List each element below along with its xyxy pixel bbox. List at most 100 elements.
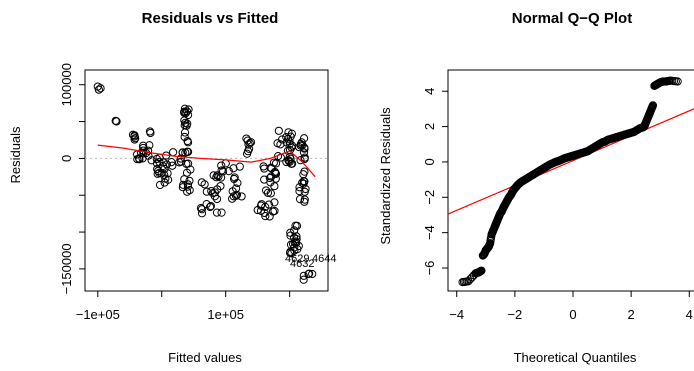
y-tick-label: 2 [422,123,437,130]
plot-frame [84,69,329,292]
y-tick-label: 0 [59,155,74,162]
y-axis-label: Residuals [8,126,23,184]
data-point [135,155,144,164]
data-point [299,271,308,280]
y-tick-label: −150000 [59,243,74,294]
x-tick-label: 1e+05 [207,307,244,322]
x-axis-label: Theoretical Quantiles [514,350,637,365]
data-point [130,135,139,144]
data-point [298,178,307,187]
data-point [299,148,309,157]
y-tick-label: 100000 [59,63,74,106]
axes: −4 −2 0 2 4 −6 −4 −2 0 2 4 [422,88,693,322]
data-point [178,183,187,192]
data-point [270,198,279,207]
data-point [261,212,270,221]
data-point [224,167,233,176]
data-point [196,204,206,213]
data-point [168,161,177,170]
data-point [221,159,230,168]
chart-title: Residuals vs Fitted [142,10,279,27]
data-point [181,118,190,127]
data-point [256,206,266,215]
data-point [180,128,190,137]
data-point [231,191,241,200]
data-point [292,221,302,230]
data-point [155,180,165,190]
data-point [299,134,309,143]
data-point [245,139,254,148]
data-point [217,208,226,217]
data-point [295,187,304,196]
qq-point [477,266,486,275]
data-point [300,167,309,176]
data-point [145,127,155,136]
data-point [185,185,194,195]
data-point [183,138,193,147]
data-point [128,130,138,139]
data-point [264,200,274,209]
data-point [305,269,314,278]
data-point [96,84,105,93]
data-point [291,237,300,246]
data-point [112,117,121,126]
data-point [292,232,301,241]
data-layer [85,82,328,284]
x-tick-label: 0 [569,307,576,322]
data-point [271,174,280,183]
data-point [287,129,296,138]
data-point [139,149,148,158]
data-point [300,187,309,196]
data-point [276,140,285,149]
y-tick-label: −4 [422,225,437,240]
data-point [197,178,206,187]
x-tick-label: 2 [628,307,635,322]
data-point [139,141,148,150]
x-tick-label: −4 [449,307,464,322]
data-point [183,187,192,196]
data-point [299,275,308,284]
data-point [178,148,187,157]
data-point [243,147,253,156]
data-point [197,205,207,214]
data-point [299,176,308,186]
data-point [158,161,168,171]
y-tick-label: −6 [422,261,437,276]
panel-residuals-vs-fitted: Residuals vs Fitted Fitted values Residu… [8,10,336,365]
data-point [290,238,299,247]
data-point [296,156,305,165]
data-point [217,161,226,170]
data-point [133,155,142,164]
data-point [180,104,190,113]
data-point [300,154,309,164]
qq-point [673,77,682,86]
data-point [212,194,222,204]
point-label: 4632 [290,258,314,270]
data-point [160,178,169,187]
data-point [270,206,279,216]
data-point [202,199,211,209]
point-label: 4644 [312,253,336,265]
data-point [285,137,294,146]
data-point [295,183,304,192]
data-point [300,197,309,206]
data-point [288,159,297,168]
data-point [181,148,190,157]
data-point [265,212,274,221]
qq-point [648,101,658,110]
data-point [213,185,222,194]
data-point [261,186,271,195]
data-point [145,141,154,150]
data-point [285,157,294,167]
data-point [265,173,274,183]
data-point [260,175,269,184]
data-point [143,146,153,155]
data-point [155,168,164,177]
data-point [130,132,139,141]
panel-normal-qq: Normal Q−Q Plot Theoretical Quantiles St… [378,10,694,365]
data-point [288,239,298,249]
data-point [202,187,211,196]
x-axis-label: Fitted values [168,350,242,365]
data-point [197,209,207,218]
